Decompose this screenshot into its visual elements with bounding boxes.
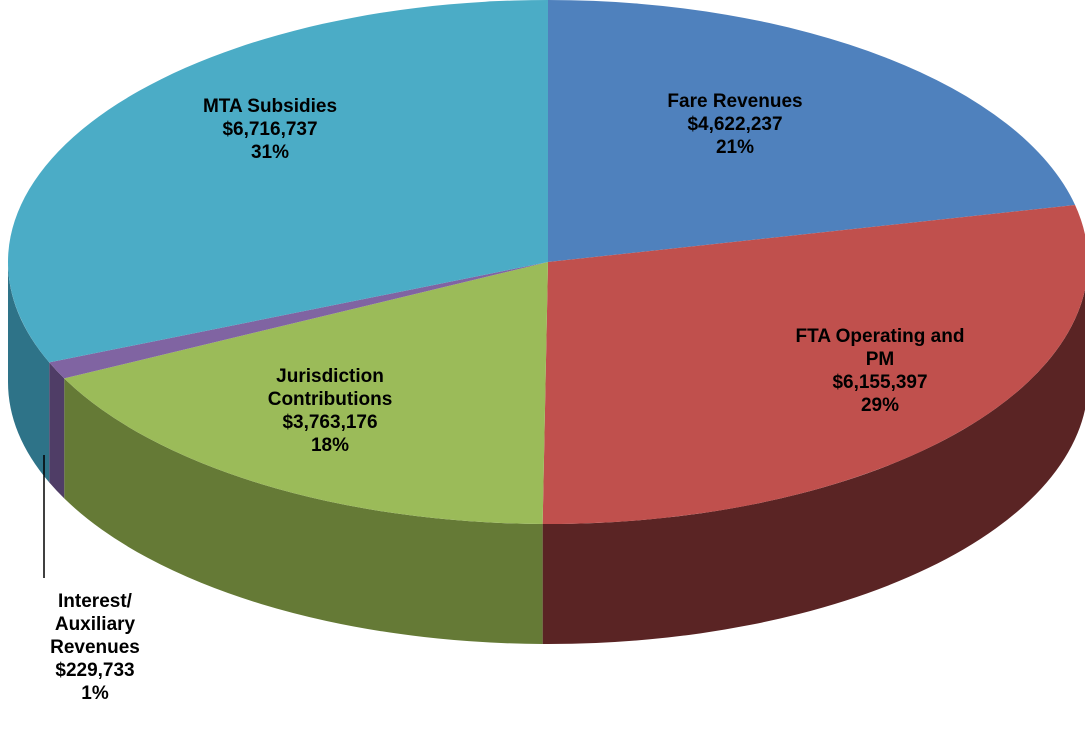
percent-label: 18% xyxy=(310,435,350,456)
slice xyxy=(49,262,548,379)
slice-side xyxy=(542,289,1085,644)
category-label: FTA Operating and PM xyxy=(795,326,965,370)
slice-side xyxy=(64,378,543,644)
slice xyxy=(542,205,1085,524)
slice-label: Fare Revenues $4,622,237 21% xyxy=(625,90,845,159)
slice-label: Interest/ Auxiliary Revenues $229,733 1% xyxy=(35,590,155,705)
value-label: $229,733 xyxy=(55,660,135,681)
slice xyxy=(7,0,549,363)
slice xyxy=(64,262,549,524)
value-label: $3,763,176 xyxy=(282,412,378,433)
category-label: Fare Revenues xyxy=(667,91,803,112)
category-label: Jurisdiction Contributions xyxy=(267,366,393,410)
percent-label: 31% xyxy=(250,142,290,163)
slice-label: Jurisdiction Contributions $3,763,176 18% xyxy=(243,365,418,457)
percent-label: 1% xyxy=(81,683,109,704)
slice-side xyxy=(49,362,65,499)
value-label: $4,622,237 xyxy=(687,114,783,135)
category-label: MTA Subsidies xyxy=(202,96,338,117)
percent-label: 21% xyxy=(715,137,755,158)
slice xyxy=(548,0,1076,262)
value-label: $6,155,397 xyxy=(832,372,928,393)
value-label: $6,716,737 xyxy=(222,119,318,140)
percent-label: 29% xyxy=(860,395,900,416)
slice-label: MTA Subsidies $6,716,737 31% xyxy=(160,95,380,164)
slice-side xyxy=(8,262,50,483)
slice-label: FTA Operating and PM $6,155,397 29% xyxy=(793,325,968,417)
category-label: Interest/ Auxiliary Revenues xyxy=(50,591,140,658)
